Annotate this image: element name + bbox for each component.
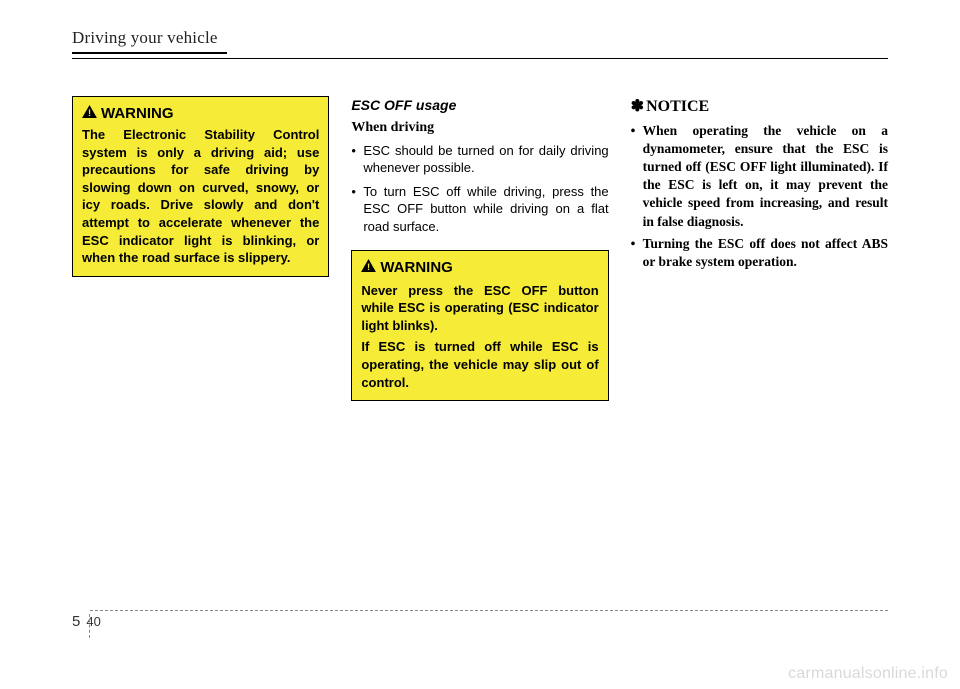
footer-dotted-line — [90, 610, 888, 611]
column-2: ESC OFF usage When driving ESC should be… — [351, 96, 608, 401]
warning-paragraph: Never press the ESC OFF button while ESC… — [361, 282, 598, 335]
warning-triangle-icon: ! — [82, 104, 97, 124]
esc-off-subtitle: When driving — [351, 119, 608, 138]
column-1: ! WARNING The Electronic Stability Contr… — [72, 96, 329, 401]
header-rule — [72, 52, 888, 60]
page-number: 540 — [72, 613, 888, 630]
warning-body: Never press the ESC OFF button while ESC… — [361, 282, 598, 391]
warning-body: The Electronic Stability Control system … — [82, 126, 319, 266]
esc-off-title: ESC OFF usage — [351, 96, 608, 115]
section-header: Driving your vehicle — [72, 28, 888, 52]
warning-heading: ! WARNING — [82, 104, 319, 124]
page-footer: 540 — [72, 610, 888, 630]
warning-box-esc-off: ! WARNING Never press the ESC OFF button… — [351, 250, 608, 402]
warning-label: WARNING — [101, 104, 174, 124]
notice-label: NOTICE — [646, 98, 709, 115]
watermark-text: carmanualsonline.info — [788, 665, 948, 683]
warning-paragraph: If ESC is turned off while ESC is operat… — [361, 338, 598, 391]
manual-page: Driving your vehicle ! WARNING The Elect… — [72, 28, 888, 638]
footer-vertical-dots — [89, 614, 90, 638]
warning-box-esc-aid: ! WARNING The Electronic Stability Contr… — [72, 96, 329, 277]
svg-text:!: ! — [88, 108, 91, 118]
list-item: When operating the vehicle on a dynamome… — [631, 122, 888, 231]
notice-bullets: When operating the vehicle on a dynamome… — [631, 122, 888, 272]
maltese-cross-icon: ✽ — [631, 98, 644, 115]
esc-off-bullets: ESC should be turned on for daily drivin… — [351, 142, 608, 236]
list-item: ESC should be turned on for daily drivin… — [351, 142, 608, 177]
notice-heading: ✽NOTICE — [631, 96, 888, 118]
list-item: Turning the ESC off does not affect ABS … — [631, 235, 888, 271]
warning-triangle-icon: ! — [361, 258, 376, 278]
column-3: ✽NOTICE When operating the vehicle on a … — [631, 96, 888, 401]
warning-label: WARNING — [380, 258, 453, 278]
section-number: 5 — [72, 613, 80, 630]
content-columns: ! WARNING The Electronic Stability Contr… — [72, 96, 888, 401]
svg-text:!: ! — [367, 262, 370, 272]
warning-heading: ! WARNING — [361, 258, 598, 278]
list-item: To turn ESC off while driving, press the… — [351, 183, 608, 236]
